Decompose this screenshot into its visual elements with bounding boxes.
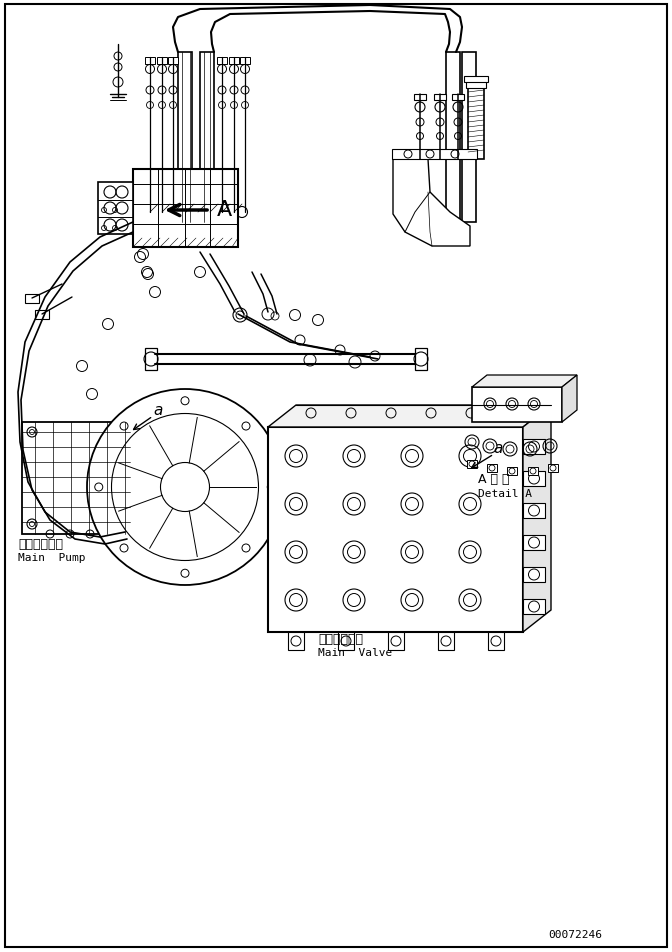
Bar	[507, 467, 517, 475]
Bar	[523, 440, 545, 454]
Bar	[338, 632, 354, 650]
Bar	[157, 58, 167, 65]
Polygon shape	[562, 376, 577, 423]
Text: a: a	[493, 441, 503, 455]
Polygon shape	[393, 160, 470, 247]
Bar	[434, 95, 446, 101]
Bar	[415, 348, 427, 370]
Circle shape	[161, 463, 210, 512]
Polygon shape	[268, 406, 551, 427]
Bar	[217, 58, 227, 65]
Bar	[22, 423, 130, 534]
Bar	[35, 310, 49, 320]
Polygon shape	[523, 406, 551, 632]
Text: A: A	[217, 200, 233, 220]
Text: a: a	[153, 403, 163, 418]
Text: Main  Valve: Main Valve	[318, 647, 392, 657]
Text: A 詳 細: A 詳 細	[478, 472, 509, 486]
Text: 00072246: 00072246	[548, 929, 602, 939]
Bar	[168, 58, 178, 65]
Text: メインポンプ: メインポンプ	[18, 538, 63, 550]
Bar	[452, 95, 464, 101]
Bar	[145, 58, 155, 65]
Bar	[392, 149, 477, 160]
Bar	[178, 53, 192, 223]
Bar	[240, 58, 250, 65]
Bar	[523, 535, 545, 550]
Bar	[467, 461, 477, 468]
Bar	[468, 85, 484, 160]
Bar	[145, 348, 157, 370]
Bar	[414, 95, 426, 101]
Bar	[466, 81, 486, 89]
Bar	[133, 169, 238, 248]
Bar	[388, 632, 404, 650]
Text: メインバルブ: メインバルブ	[318, 632, 363, 645]
Bar	[130, 486, 158, 507]
Bar	[446, 53, 460, 223]
Bar	[472, 387, 562, 423]
Bar	[523, 471, 545, 486]
Bar	[548, 465, 558, 472]
Bar	[229, 58, 239, 65]
Bar	[200, 53, 214, 223]
Bar	[98, 183, 133, 235]
Bar	[523, 567, 545, 583]
Bar	[25, 295, 39, 304]
Circle shape	[112, 414, 259, 561]
Bar	[487, 465, 497, 472]
Bar	[523, 504, 545, 519]
Polygon shape	[472, 376, 577, 387]
Bar	[523, 600, 545, 614]
Text: Main  Pump: Main Pump	[18, 552, 85, 563]
Bar	[438, 632, 454, 650]
Text: Detail A: Detail A	[478, 488, 532, 499]
Bar	[464, 77, 488, 83]
Circle shape	[87, 389, 283, 585]
Bar	[462, 53, 476, 223]
Bar	[130, 459, 158, 481]
Bar	[268, 427, 523, 632]
Bar	[488, 632, 504, 650]
Bar	[288, 632, 304, 650]
Bar	[528, 467, 538, 475]
